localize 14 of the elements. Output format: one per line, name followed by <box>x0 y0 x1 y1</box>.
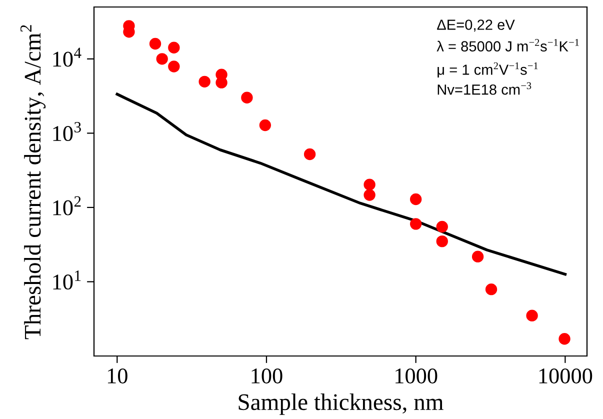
x-axis-title: Sample thickness, nm <box>238 394 444 415</box>
y-axis-title: Threshold current density, A/cm$^{2}$ <box>20 25 46 340</box>
y-tick-label: 10$^{1}$ <box>53 270 81 290</box>
annotation: ΔE=0,22 eV <box>437 20 515 32</box>
y-tick-label: 10$^{4}$ <box>53 48 82 67</box>
annotation: μ = 1 cm$^{2}$V$^{−1}$s$^{−1}$ <box>438 62 538 78</box>
annotation: Nv=1E18 cm$^{−3}$ <box>438 82 532 95</box>
x-tick-label: 10000 <box>539 368 592 384</box>
y-tick-label: 10$^{3}$ <box>53 122 81 142</box>
x-tick-label: 1000 <box>396 368 438 384</box>
y-tick-label: 10$^{2}$ <box>53 196 81 216</box>
annotation: λ = 85000 J m$^{−2}$s$^{−1}$K$^{−1}$ <box>436 39 579 52</box>
x-tick-label: 100 <box>252 368 282 384</box>
x-tick-label: 10 <box>108 368 128 384</box>
